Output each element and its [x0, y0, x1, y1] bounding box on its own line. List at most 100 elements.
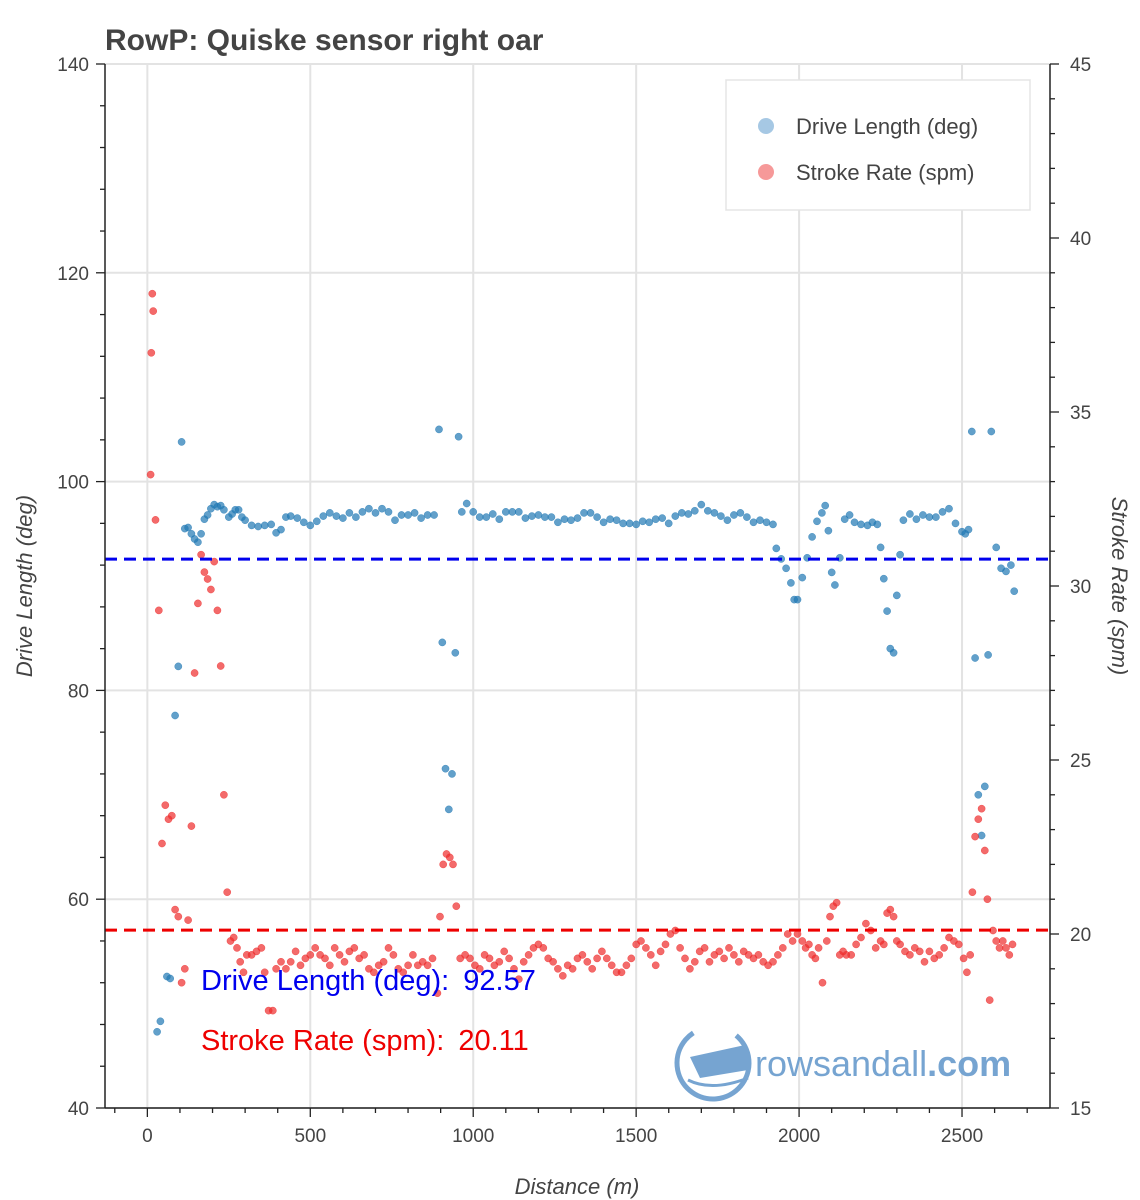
data-point [734, 957, 743, 966]
data-point [985, 996, 994, 1004]
data-point [514, 975, 523, 984]
drive-length-annotation: Drive Length (deg): 92.57 [201, 965, 536, 997]
y2-tick-label: 25 [1070, 751, 1091, 772]
data-point [501, 508, 510, 516]
data-point [449, 860, 457, 869]
data-point [578, 951, 587, 959]
data-point [586, 509, 595, 517]
data-point [514, 508, 523, 516]
reference-lines [105, 557, 1050, 932]
data-point [423, 961, 432, 970]
data-point [560, 515, 569, 524]
data-point [612, 516, 621, 525]
x-tick-label: 1500 [615, 1126, 657, 1147]
data-point [980, 846, 989, 855]
data-point [857, 933, 865, 942]
legend-marker-stroke-rate [758, 164, 774, 180]
x-tick-label: 2500 [941, 1126, 983, 1147]
data-point [254, 522, 263, 531]
data-point [818, 509, 826, 517]
y-tick-label: 120 [57, 264, 89, 285]
data-point [892, 591, 901, 600]
series-drive-length [153, 425, 1019, 1036]
data-point [912, 515, 921, 524]
data-point [151, 516, 160, 524]
data-point [852, 940, 860, 949]
data-point [857, 520, 865, 529]
data-point [778, 944, 787, 952]
data-point [772, 544, 781, 553]
data-point [184, 916, 192, 924]
data-point [723, 516, 732, 525]
data-point [782, 564, 790, 573]
data-point [690, 957, 699, 966]
rowsandall-watermark: rowsandall.com [674, 1024, 1011, 1102]
data-point [966, 951, 975, 959]
data-point [350, 944, 359, 952]
data-point [539, 944, 548, 952]
data-point [703, 506, 712, 515]
data-point [267, 520, 276, 529]
data-point [365, 504, 373, 513]
data-point [466, 954, 474, 963]
rowsandall-logo-icon [674, 1024, 752, 1102]
data-point [896, 550, 904, 559]
data-point [827, 568, 836, 577]
data-point [439, 860, 448, 869]
y-axis-label: Drive Length (deg) [12, 495, 37, 677]
data-point [457, 508, 466, 516]
legend-label-drive-length[interactable]: Drive Length (deg) [796, 114, 978, 139]
data-point [677, 509, 686, 517]
data-point [822, 937, 831, 945]
data-point [146, 470, 155, 479]
data-point [762, 518, 771, 527]
data-point [312, 517, 321, 526]
data-point [389, 951, 398, 959]
data-point [282, 964, 290, 973]
data-point [964, 525, 973, 534]
stroke-rate-annotation: Stroke Rate (spm): 20.11 [201, 1025, 529, 1057]
data-point [319, 512, 328, 520]
data-point [593, 954, 601, 963]
data-point [906, 510, 914, 518]
data-point [717, 512, 725, 520]
data-point [627, 954, 636, 963]
data-point [247, 521, 256, 530]
data-point [167, 811, 176, 820]
data-point [793, 595, 802, 604]
data-point [452, 902, 461, 911]
data-point [505, 954, 513, 963]
chart-title: RowP: Quiske sensor right oar [105, 24, 544, 57]
data-point [149, 307, 158, 315]
data-point [915, 947, 924, 956]
data-point [260, 968, 269, 977]
data-point [617, 968, 626, 977]
data-point [919, 511, 927, 519]
data-point [824, 526, 833, 535]
axes [96, 63, 1059, 1117]
data-point [754, 951, 763, 959]
data-point [705, 957, 714, 966]
data-point [743, 513, 751, 521]
data-point [599, 518, 608, 527]
data-point [482, 513, 491, 521]
data-point [656, 947, 665, 956]
data-point [241, 516, 249, 525]
data-point [268, 1006, 277, 1015]
data-point [203, 511, 212, 519]
data-point [725, 944, 733, 952]
x-tick-label: 2000 [778, 1126, 820, 1147]
legend-label-stroke-rate[interactable]: Stroke Rate (spm) [796, 160, 975, 185]
data-point [435, 425, 443, 434]
data-point [441, 764, 450, 773]
data-point [223, 888, 232, 897]
data-point [379, 957, 388, 966]
data-point [1002, 567, 1010, 576]
data-point [638, 517, 647, 526]
data-point [210, 557, 219, 566]
data-point [971, 832, 979, 841]
plot-area [105, 64, 1050, 1108]
data-point [906, 951, 914, 959]
